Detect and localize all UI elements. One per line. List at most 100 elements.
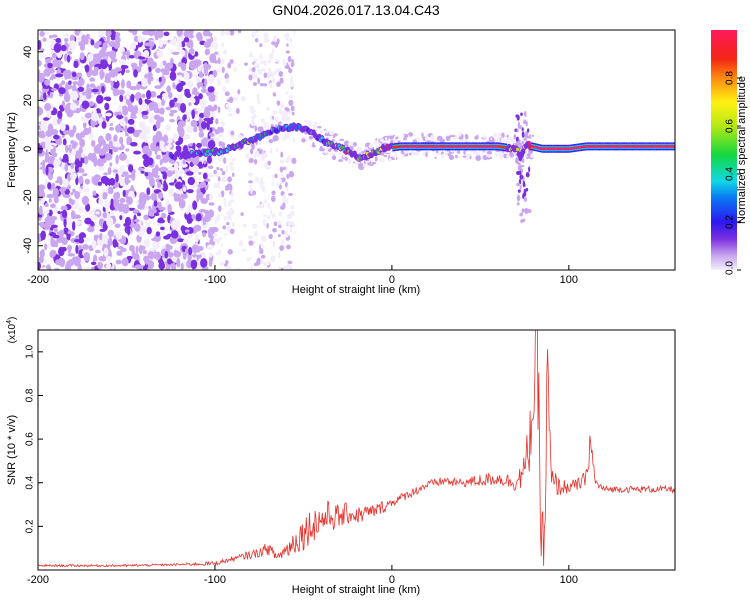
- spectrogram-cell: [517, 162, 521, 166]
- spectrogram-cell: [104, 73, 111, 83]
- ridge-core: [407, 144, 410, 148]
- spectrogram-cell: [224, 73, 229, 80]
- spectrogram-cell: [91, 111, 99, 122]
- spectrogram-cell: [88, 126, 92, 134]
- spectrogram-cell: [147, 30, 156, 37]
- ridge-core: [468, 144, 471, 148]
- ridge-core: [410, 144, 413, 148]
- spectrogram-cell: [291, 220, 295, 228]
- spectrogram-cell: [72, 188, 76, 194]
- spectrogram-cell: [159, 107, 165, 115]
- colorbar-ticks: 0.0 0.2 0.4 0.6 0.8: [725, 71, 741, 275]
- spectrogram-cell: [59, 235, 65, 243]
- spectrogram-cell: [450, 135, 456, 138]
- spectrogram-cell: [163, 179, 167, 190]
- ridge-core: [582, 145, 584, 149]
- colorbar-tick-label: 0.6: [725, 119, 736, 133]
- spectrogram-cell: [122, 106, 129, 116]
- spectrogram-cell: [170, 57, 174, 65]
- spectrogram-cell: [284, 230, 289, 238]
- spectrogram-cell: [240, 212, 244, 216]
- ridge-core: [485, 144, 488, 148]
- ridge-core: [480, 144, 482, 148]
- ridge-core: [399, 145, 401, 148]
- spectrogram-cell: [89, 77, 96, 82]
- spectrogram-cell: [266, 261, 270, 266]
- spectrogram-cell: [271, 190, 276, 196]
- spectrogram-cell: [162, 60, 167, 66]
- spectrogram-cell: [149, 91, 157, 98]
- spectrogram-cell: [81, 37, 89, 45]
- spectrogram-cell: [273, 71, 277, 76]
- spectrogram-cell: [425, 135, 428, 142]
- snr-x-label: Height of straight line (km): [292, 584, 420, 596]
- spectrogram-cell: [291, 111, 295, 116]
- spectrogram-cell: [231, 172, 235, 178]
- spectrogram-cell: [391, 151, 397, 154]
- ridge-core: [649, 144, 652, 148]
- spectrogram-cell: [265, 165, 271, 170]
- spectrogram-cell: [67, 253, 76, 257]
- spectrogram-cell: [184, 88, 190, 93]
- spectrogram-cell: [262, 219, 267, 225]
- ridge-core: [447, 144, 449, 148]
- spectrogram-cell: [228, 162, 232, 167]
- spectrogram-cell: [207, 38, 213, 43]
- spectrogram-cell: [278, 107, 282, 115]
- colorbar-tick-label: 0.0: [725, 261, 736, 275]
- spectrogram-cell: [196, 142, 202, 148]
- spectrogram-cell: [531, 134, 535, 137]
- spectrogram-cell: [260, 243, 264, 249]
- spectrogram-cell: [82, 91, 87, 96]
- spectrogram-cell: [83, 201, 89, 206]
- ridge-core: [393, 145, 396, 149]
- spectrogram-cell: [290, 204, 295, 210]
- spectrogram-cell: [171, 37, 177, 46]
- spectrogram-cell: [290, 80, 294, 88]
- ridge-core: [569, 147, 571, 151]
- spectrogram-cell: [227, 248, 233, 255]
- spectrogram-cell: [40, 230, 46, 241]
- spectrogram-cell: [267, 202, 271, 208]
- spectrogram-cell: [374, 156, 378, 162]
- spectrogram-cell: [174, 181, 183, 190]
- spectrogram-cell: [38, 222, 46, 227]
- spectrogram-cell: [221, 66, 225, 74]
- spectrogram-cell: [145, 220, 151, 227]
- spectrogram-cell: [156, 223, 163, 227]
- spectrogram-cell: [158, 76, 162, 82]
- spectrogram-cell: [104, 102, 110, 111]
- spectrogram-cell: [42, 37, 47, 42]
- spectrogram-cell: [200, 99, 207, 110]
- spectrogram-cell: [128, 164, 134, 173]
- spectrogram-cell: [141, 77, 148, 87]
- spectrogram-cell: [241, 248, 247, 252]
- ridge-core: [414, 144, 417, 148]
- spectrogram-cell: [217, 205, 222, 212]
- spectrogram-cell: [79, 96, 85, 101]
- spectrogram-cell: [93, 66, 99, 72]
- spectrogram-cell: [523, 208, 527, 213]
- spectrogram-cell: [230, 130, 235, 136]
- spectrogram-cell: [523, 218, 526, 223]
- spectrogram-cell: [516, 182, 521, 187]
- spectrogram-cell: [215, 94, 218, 102]
- spectrogram-cell: [204, 78, 208, 87]
- spectrogram-cell: [223, 49, 226, 54]
- spectrogram-cell: [126, 136, 133, 146]
- spectrogram-cell: [380, 152, 383, 155]
- ridge-core: [456, 144, 458, 148]
- spectrogram-cell: [202, 231, 206, 238]
- x-tick-label: 100: [560, 274, 578, 286]
- spectrogram-cell: [88, 210, 97, 215]
- spectrogram-cell: [281, 229, 285, 235]
- spectrogram-cell: [186, 124, 195, 133]
- spectrogram-cell: [112, 79, 120, 89]
- ridge-core: [608, 144, 611, 148]
- spectrogram-cell: [260, 235, 267, 242]
- ridge-core: [627, 144, 629, 148]
- spectrogram-cell: [141, 103, 149, 111]
- ridge-core: [591, 144, 594, 148]
- spectrogram-cell: [171, 230, 179, 239]
- spectrogram-cell: [501, 132, 505, 139]
